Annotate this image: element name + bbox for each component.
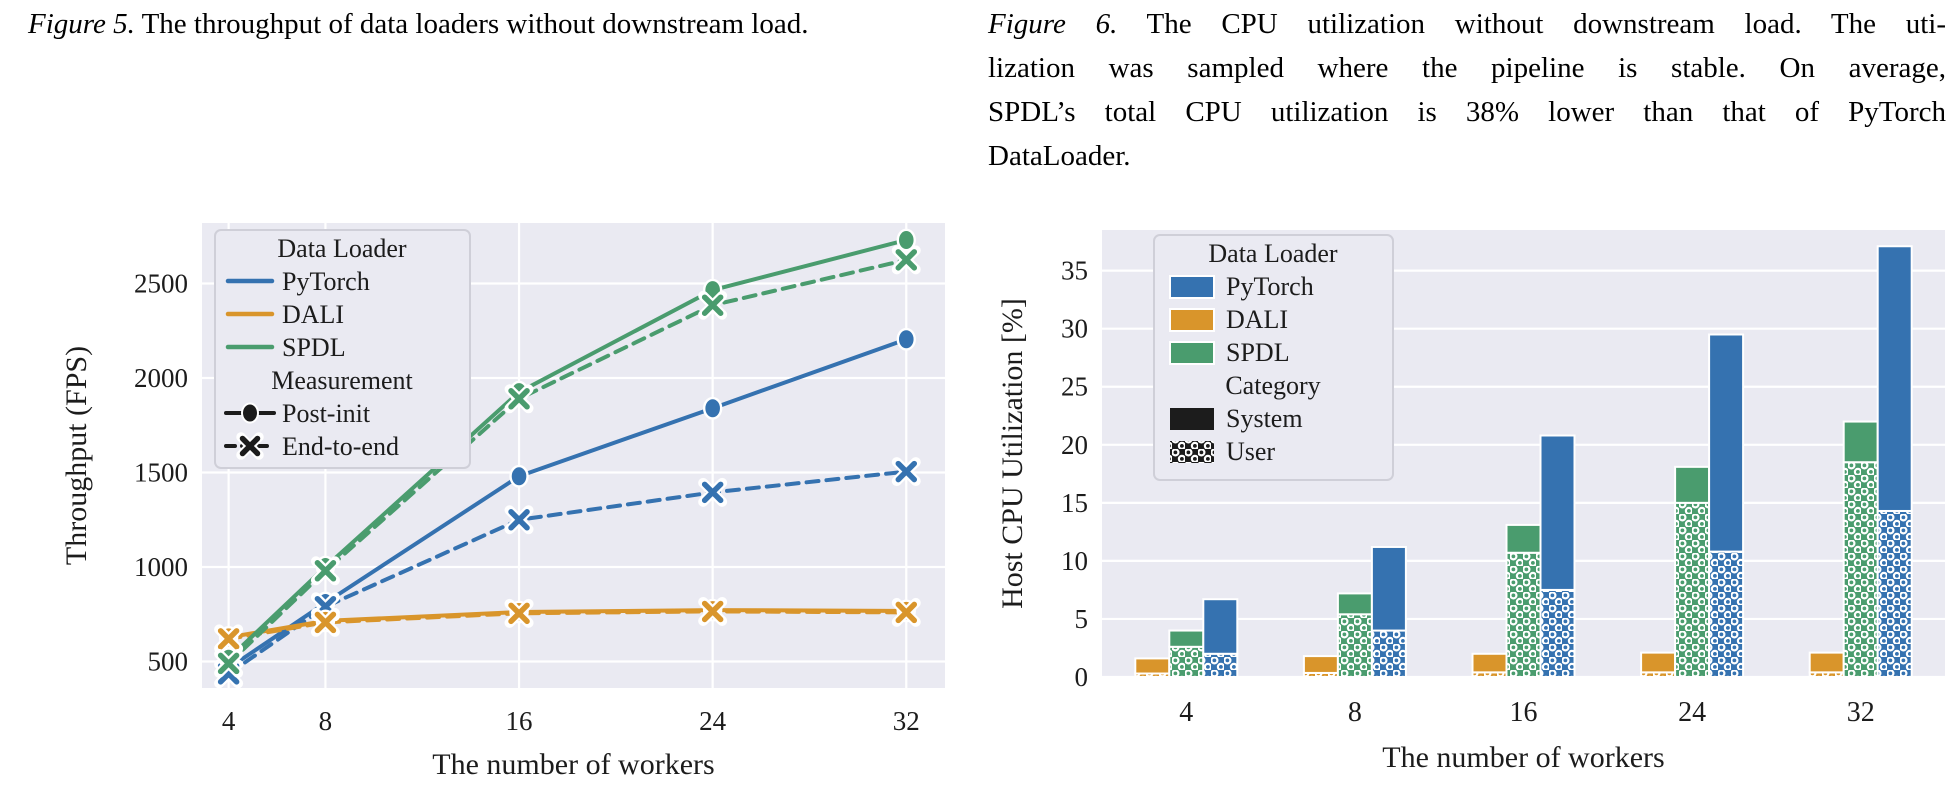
y-tick-label: 500 — [148, 647, 189, 677]
legend: Data Loader PyTorch DALI SPDL Measurement Pos… — [214, 229, 471, 469]
figure5-caption: Figure 5. The throughput of data loaders… — [28, 8, 973, 41]
y-tick-label: 2500 — [134, 268, 188, 298]
figure6-caption: Figure 6. The CPU utilization without do… — [988, 2, 1946, 178]
legend-label: System — [1226, 404, 1303, 433]
figure6-caption-line: lization was sampled where the pipeline … — [988, 52, 1946, 84]
legend-label: PyTorch — [1226, 272, 1314, 301]
x-tick-label: 32 — [893, 706, 920, 736]
cpu-utilization-bar-chart: 0 5 10 15 20 25 30 35 4 8 16 24 32 The number of work… — [996, 230, 1945, 774]
bar-segment-system — [1708, 333, 1745, 553]
bar-DALI-24 — [1640, 651, 1677, 678]
legend-circle-marker — [241, 402, 259, 424]
legend-box — [214, 229, 471, 469]
legend-color-swatch — [1169, 308, 1215, 332]
bar-segment-system — [1808, 651, 1845, 674]
data-point-marker — [896, 228, 916, 252]
y-tick-label: 1000 — [134, 552, 188, 582]
bar-DALI-8 — [1302, 655, 1339, 678]
y-axis-title: Throughput (FPS) — [60, 346, 93, 565]
y-tick-label: 25 — [1061, 372, 1088, 402]
legend: Data Loader PyTorch DALI SPDL Category System… — [1153, 234, 1394, 481]
bar-segment-system — [1876, 245, 1913, 512]
bar-PyTorch-16 — [1539, 434, 1576, 679]
legend-label: Post-init — [282, 399, 371, 428]
data-point-marker — [702, 396, 723, 420]
bar-DALI-32 — [1808, 651, 1845, 678]
x-tick-label: 24 — [1678, 697, 1706, 728]
figure5-caption-prefix: Figure 5. — [28, 8, 135, 40]
bar-segment-system — [1336, 592, 1373, 616]
legend-label: SPDL — [282, 333, 346, 362]
bar-segment-system — [1539, 434, 1576, 591]
legend-color-swatch — [1169, 275, 1215, 299]
x-tick-label: 16 — [506, 706, 533, 736]
y-tick-label: 5 — [1075, 604, 1089, 634]
figure6-caption-line: DataLoader. — [988, 140, 1131, 172]
bar-segment-system — [1505, 523, 1542, 554]
x-axis-title: The number of workers — [432, 748, 714, 781]
bar-SPDL-16 — [1505, 523, 1542, 678]
legend-color-swatch — [1169, 341, 1215, 365]
bar-SPDL-8 — [1336, 592, 1373, 678]
x-tick-label: 32 — [1847, 697, 1875, 728]
legend-label: SPDL — [1226, 338, 1290, 367]
x-tick-label: 16 — [1510, 697, 1538, 728]
y-tick-label: 15 — [1061, 488, 1088, 518]
bar-PyTorch-8 — [1370, 545, 1407, 678]
y-tick-label: 35 — [1061, 256, 1088, 286]
bar-segment-system — [1202, 598, 1239, 655]
figure5-caption-text: The throughput of data loaders without d… — [141, 8, 809, 40]
bar-segment-system — [1370, 545, 1407, 632]
bar-segment-system — [1640, 651, 1677, 674]
y-tick-label: 10 — [1061, 546, 1088, 576]
markers-DALI-End-to-end — [214, 596, 921, 654]
legend-title: Data Loader — [1208, 239, 1338, 268]
x-tick-label: 8 — [319, 706, 333, 736]
bar-segment-system — [1134, 657, 1171, 675]
y-tick-label: 0 — [1075, 662, 1089, 692]
figure6-caption-prefix: Figure 6. — [988, 8, 1118, 40]
bar-segment-system — [1842, 420, 1879, 464]
bar-DALI-16 — [1471, 652, 1508, 678]
legend-label: DALI — [1226, 305, 1288, 334]
bar-PyTorch-4 — [1202, 598, 1239, 679]
legend-title: Measurement — [271, 366, 413, 395]
legend-title: Category — [1225, 371, 1320, 400]
x-tick-label: 8 — [1348, 697, 1362, 728]
bar-segment-system — [1471, 652, 1508, 674]
markers-SPDL-End-to-end — [214, 245, 921, 678]
bar-segment-system — [1302, 655, 1339, 674]
bar-SPDL-4 — [1168, 629, 1205, 679]
data-point-marker — [509, 464, 529, 488]
figure6-caption-line: SPDL’s total CPU utilization is 38% lowe… — [988, 96, 1946, 128]
throughput-line-chart: 500 1000 1500 2000 2500 4 8 16 24 32 The number of… — [60, 223, 945, 781]
data-point-marker — [896, 327, 916, 351]
bar-SPDL-24 — [1674, 465, 1711, 678]
y-tick-label: 2000 — [134, 363, 188, 393]
bar-SPDL-32 — [1842, 420, 1879, 678]
x-tick-label: 24 — [699, 706, 727, 736]
bar-DALI-4 — [1134, 657, 1171, 679]
x-axis-title: The number of workers — [1382, 741, 1664, 774]
legend-label: DALI — [282, 300, 344, 329]
legend-label: PyTorch — [282, 267, 370, 296]
bar-segment-system — [1168, 629, 1205, 648]
legend-label: User — [1226, 437, 1275, 466]
x-tick-label: 4 — [222, 706, 236, 736]
legend-label: End-to-end — [282, 432, 399, 461]
bar-PyTorch-24 — [1708, 333, 1745, 678]
figure6-caption-line: Figure 6. The CPU utilization without do… — [988, 8, 1946, 40]
y-tick-label: 30 — [1061, 314, 1088, 344]
bar-PyTorch-32 — [1876, 245, 1913, 678]
y-tick-label: 20 — [1061, 430, 1088, 460]
y-axis-title: Host CPU Utilization [%] — [996, 298, 1029, 609]
y-tick-label: 1500 — [134, 458, 188, 488]
legend-pattern-swatch — [1170, 408, 1214, 430]
x-tick-label: 4 — [1179, 697, 1193, 728]
legend-title: Data Loader — [277, 234, 407, 263]
bar-segment-system — [1674, 465, 1711, 504]
